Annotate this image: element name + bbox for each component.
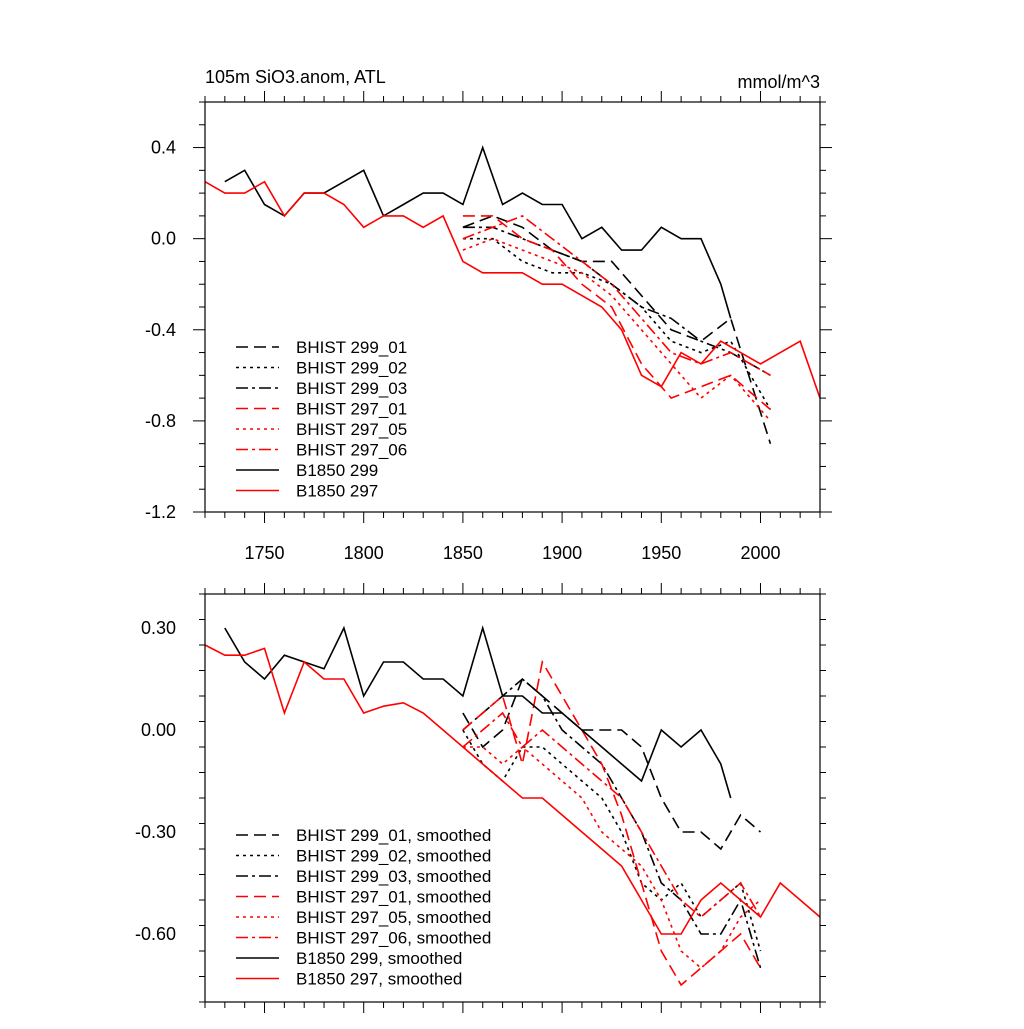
top-series-line-1 [462, 215, 772, 444]
top-y-tick-label: -1.2 [145, 502, 176, 522]
top-series-line-4 [462, 215, 771, 411]
bottom-y-tick-label: 0.30 [141, 618, 176, 638]
bottom-series-line-2 [462, 729, 762, 952]
bottom-legend-label-4: BHIST 297_01, smoothed [296, 888, 491, 907]
bottom-series-line-4 [462, 659, 762, 987]
bottom-axes: 0.30 0.00 -0.30 -0.60 [135, 583, 826, 1013]
bottom-series-line-1 [462, 677, 762, 851]
bottom-legend-label-5: BHIST 297_05, smoothed [296, 908, 491, 927]
top-legend-label-3: BHIST 299_03 [296, 379, 407, 398]
top-y-tick-label: -0.4 [145, 320, 176, 340]
bottom-legend-label-8: B1850 297, smoothed [296, 970, 462, 989]
top-x-tick-label: 2000 [740, 543, 780, 563]
top-legend-label-8: B1850 297 [296, 482, 378, 501]
top-series-line-6 [462, 214, 771, 376]
bottom-panel: 0.30 0.00 -0.30 -0.60 BHIST 299_01, smoothe… [135, 583, 826, 1013]
top-legend-label-1: BHIST 299_01 [296, 338, 407, 357]
top-series-lines [204, 145, 821, 444]
top-legend-label-5: BHIST 297_05 [296, 420, 407, 439]
top-legend-label-7: B1850 299 [296, 461, 378, 480]
top-y-tick-label: 0.4 [151, 138, 176, 158]
bottom-legend-label-6: BHIST 297_06, smoothed [296, 929, 491, 948]
bottom-legend-label-7: B1850 299, smoothed [296, 949, 462, 968]
top-x-tick-label: 1900 [542, 543, 582, 563]
top-legend-label-4: BHIST 297_01 [296, 400, 407, 419]
bottom-y-tick-label: -0.30 [135, 822, 176, 842]
top-legend-label-6: BHIST 297_06 [296, 441, 407, 460]
top-x-tick-label: 1850 [443, 543, 483, 563]
bottom-y-tick-label: 0.00 [141, 720, 176, 740]
top-x-tick-label: 1800 [344, 543, 384, 563]
top-y-tick-label: -0.8 [145, 411, 176, 431]
top-axes: 1750 1800 1850 1900 1950 2000 0.4 0.0 -0.4 -0.8 -1… [145, 91, 832, 563]
bottom-legend: BHIST 299_01, smoothed BHIST 299_02, smoo… [236, 826, 491, 989]
top-series-line-3 [462, 226, 771, 376]
bottom-y-tick-label: -0.60 [135, 924, 176, 944]
top-x-tick-label: 1750 [244, 543, 284, 563]
top-series-line-7 [224, 145, 732, 319]
top-y-tick-label: 0.0 [151, 229, 176, 249]
top-title: 105m SiO3.anom, ATL [205, 67, 386, 87]
top-legend-label-2: BHIST 299_02 [296, 359, 407, 378]
bottom-legend-label-3: BHIST 299_03, smoothed [296, 867, 491, 886]
top-series-line-8 [204, 180, 821, 399]
bottom-series-line-6 [462, 711, 762, 919]
bottom-series-line-7 [224, 625, 732, 799]
bottom-series-lines [204, 625, 821, 987]
top-panel: 105m SiO3.anom, ATL mmol/m^3 1750 1800 185… [145, 67, 832, 563]
bottom-series-line-3 [462, 677, 762, 969]
top-units: mmol/m^3 [738, 72, 820, 92]
bottom-legend-label-1: BHIST 299_01, smoothed [296, 826, 491, 845]
top-x-tick-label: 1950 [641, 543, 681, 563]
bottom-series-line-8 [204, 644, 821, 935]
bottom-legend-label-2: BHIST 299_02, smoothed [296, 847, 491, 866]
